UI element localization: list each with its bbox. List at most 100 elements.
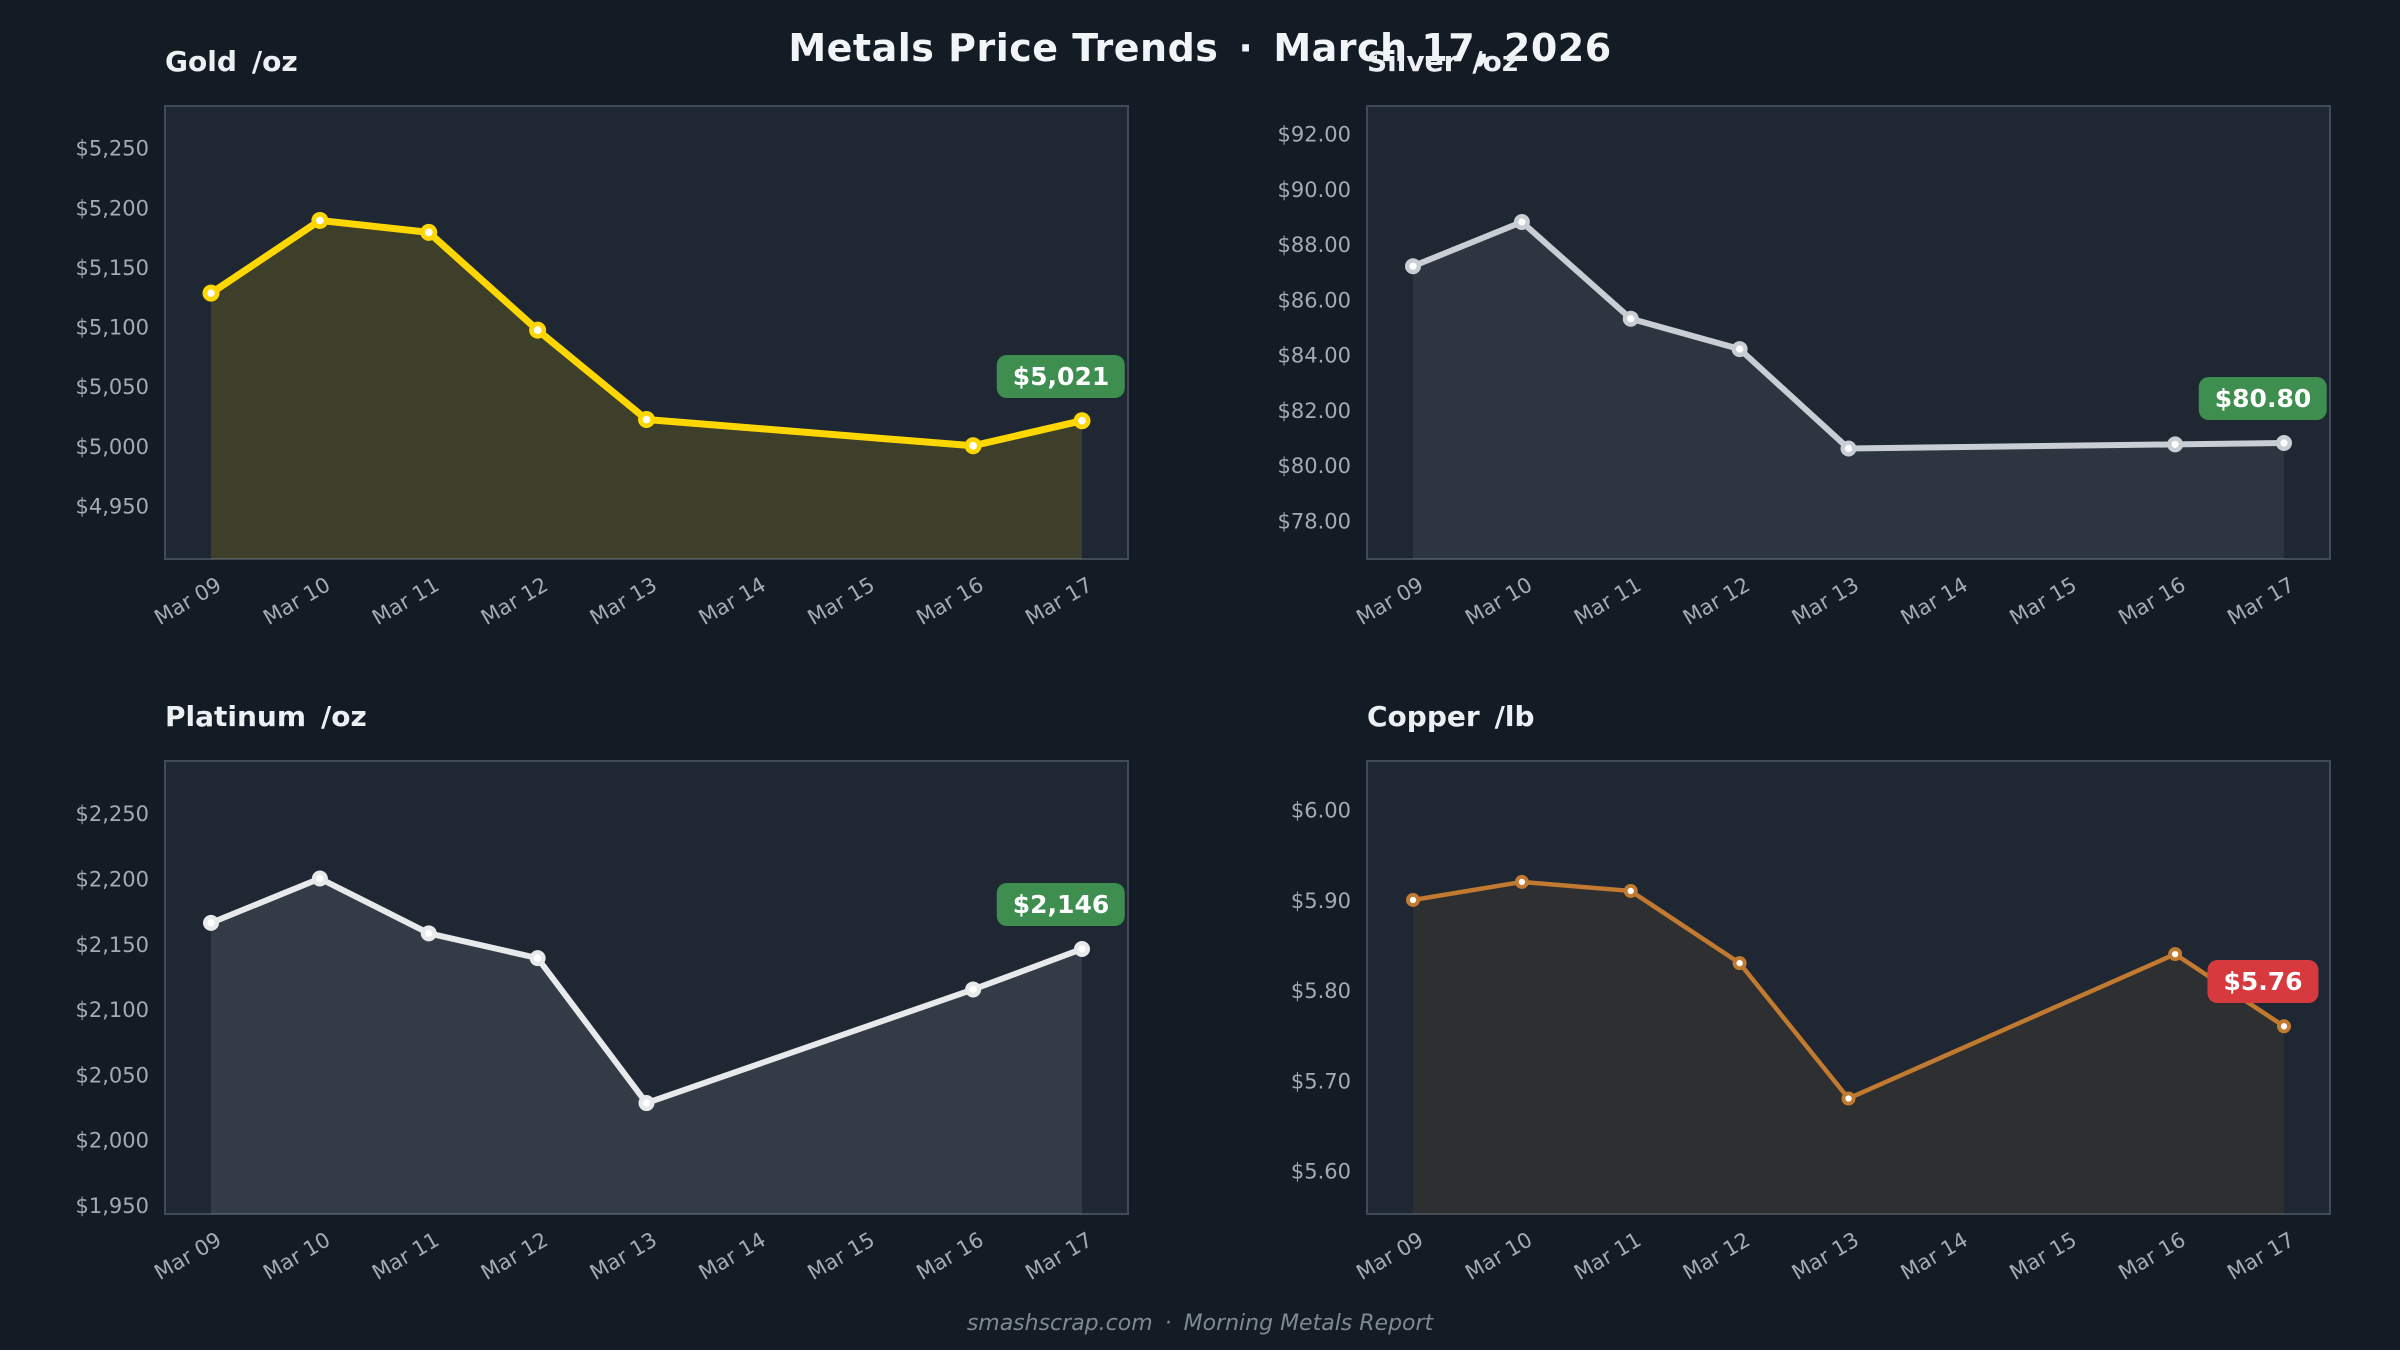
data-point-center — [642, 1099, 651, 1107]
x-tick-label: Mar 12 — [1679, 1228, 1754, 1285]
x-tick-label: Mar 11 — [1570, 573, 1645, 630]
x-tick-label: Mar 15 — [2006, 1228, 2081, 1285]
data-point-center — [1518, 878, 1526, 886]
x-tick-label: Mar 11 — [368, 1228, 443, 1285]
x-tick-label: Mar 10 — [1461, 573, 1536, 630]
page-title: Metals Price Trends · March 17, 2026 — [0, 26, 2400, 70]
data-point-center — [207, 289, 215, 297]
metal-unit: /lb — [1494, 700, 1535, 733]
metal-unit: /oz — [251, 45, 298, 78]
data-point-center — [1409, 896, 1417, 904]
y-tick-label: $5.70 — [1291, 1069, 1351, 1093]
chart-title-silver: Silver/oz — [1367, 45, 1518, 78]
area-fill — [1413, 222, 2284, 559]
data-point-center — [1409, 262, 1417, 270]
x-tick-label: Mar 17 — [2223, 573, 2298, 630]
x-tick-label: Mar 09 — [150, 573, 225, 630]
x-tick-label: Mar 15 — [804, 573, 879, 630]
x-tick-label: Mar 14 — [1897, 573, 1972, 630]
data-point-center — [1736, 959, 1743, 967]
last-price-badge-silver: $80.80 — [2198, 376, 2328, 420]
last-price-badge-platinum: $2,146 — [996, 882, 1126, 926]
y-tick-label: $1,950 — [76, 1194, 149, 1218]
page-title-text: Metals Price Trends — [788, 26, 1219, 70]
x-tick-label: Mar 11 — [368, 573, 443, 630]
data-point-center — [642, 415, 651, 424]
last-price-badge-copper: $5.76 — [2207, 960, 2319, 1004]
x-tick-label: Mar 14 — [695, 573, 770, 630]
y-tick-label: $2,000 — [76, 1129, 149, 1153]
x-tick-label: Mar 12 — [477, 1228, 552, 1285]
data-point-center — [533, 326, 542, 334]
data-point-center — [1518, 218, 1526, 226]
metal-name: Copper — [1367, 700, 1480, 733]
y-tick-label: $2,050 — [76, 1063, 149, 1087]
page-date: March 17, 2026 — [1273, 26, 1612, 70]
y-tick-label: $2,150 — [76, 933, 149, 957]
y-tick-label: $88.00 — [1278, 233, 1351, 257]
x-tick-label: Mar 09 — [1352, 573, 1427, 630]
y-tick-label: $84.00 — [1278, 344, 1351, 368]
chart-title-copper: Copper/lb — [1367, 700, 1535, 733]
data-point-center — [425, 929, 433, 937]
y-tick-label: $5,150 — [76, 256, 149, 280]
x-tick-label: Mar 17 — [1021, 573, 1096, 630]
x-tick-label: Mar 11 — [1570, 1228, 1645, 1285]
data-point-center — [1627, 887, 1634, 895]
x-tick-label: Mar 13 — [586, 1228, 661, 1285]
y-tick-label: $5,200 — [76, 196, 149, 220]
x-tick-label: Mar 17 — [1021, 1228, 1096, 1285]
y-tick-label: $80.00 — [1278, 454, 1351, 478]
x-tick-label: Mar 10 — [1461, 1228, 1536, 1285]
y-tick-label: $6.00 — [1291, 799, 1351, 823]
metal-name: Silver — [1367, 45, 1458, 78]
y-tick-label: $92.00 — [1278, 123, 1351, 147]
plot-area — [1366, 760, 2331, 1215]
x-tick-label: Mar 10 — [259, 573, 334, 630]
y-tick-label: $5.60 — [1291, 1160, 1351, 1184]
panel-platinum: Platinum/oz $1,950 $2,000 $2,050 $2,100 $2,1… — [30, 696, 1143, 1309]
data-point-center — [316, 874, 324, 883]
x-tick-label: Mar 16 — [912, 1228, 987, 1285]
y-tick-label: $5.90 — [1291, 889, 1351, 913]
data-point-center — [534, 954, 542, 962]
data-point-center — [424, 228, 433, 237]
x-tick-label: Mar 14 — [1897, 1228, 1972, 1285]
x-tick-label: Mar 12 — [1679, 573, 1754, 630]
chart-title-platinum: Platinum/oz — [165, 700, 367, 733]
y-tick-label: $90.00 — [1278, 178, 1351, 202]
x-tick-label: Mar 16 — [2114, 1228, 2189, 1285]
y-tick-label: $86.00 — [1278, 288, 1351, 312]
chart-title-gold: Gold/oz — [165, 45, 298, 78]
metal-unit: /oz — [321, 700, 367, 733]
plot-area — [164, 105, 1129, 560]
y-tick-label: $4,950 — [76, 494, 149, 518]
y-tick-label: $82.00 — [1278, 399, 1351, 423]
data-point-center — [1627, 315, 1635, 323]
y-tick-label: $2,100 — [76, 998, 149, 1022]
x-tick-label: Mar 13 — [1788, 1228, 1863, 1285]
y-tick-label: $5,100 — [76, 316, 149, 340]
data-point-center — [207, 919, 215, 927]
page-footer: smashscrap.com · Morning Metals Report — [0, 1311, 2400, 1336]
x-tick-label: Mar 17 — [2223, 1228, 2298, 1285]
x-tick-label: Mar 14 — [695, 1228, 770, 1285]
data-point-center — [2171, 950, 2179, 958]
data-point-center — [2280, 439, 2288, 447]
copper-chart: $5.60 $5.70 $5.80 $5.90 $6.00 Mar 09 Mar 10 Mar… — [1291, 760, 2331, 1285]
area-fill — [1413, 881, 2284, 1214]
x-tick-label: Mar 09 — [1352, 1228, 1427, 1285]
data-point-center — [1078, 945, 1086, 953]
plot-area — [1366, 105, 2331, 560]
x-tick-label: Mar 16 — [912, 573, 987, 630]
silver-chart: $78.00 $80.00 $82.00 $84.00 $86.00 $88.00 $90.… — [1278, 105, 2331, 630]
area-fill — [211, 220, 1082, 559]
y-tick-label: $78.00 — [1278, 509, 1351, 533]
y-tick-label: $5,250 — [76, 137, 149, 161]
y-tick-label: $2,200 — [76, 867, 149, 891]
data-point-center — [2171, 440, 2179, 448]
x-tick-label: Mar 13 — [586, 573, 661, 630]
y-tick-label: $5,000 — [76, 435, 149, 459]
data-point-center — [316, 216, 324, 225]
